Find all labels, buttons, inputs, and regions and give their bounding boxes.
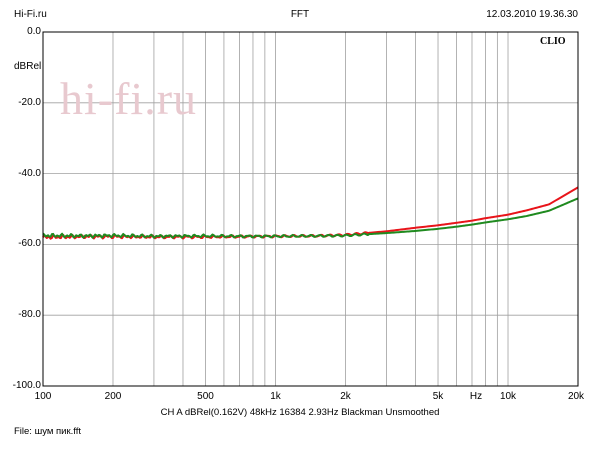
timestamp: 12.03.2010 19.36.30 — [486, 9, 578, 20]
chart-title: FFT — [290, 9, 310, 20]
plot-background — [43, 32, 578, 386]
series-line-green — [42, 197, 579, 239]
series-layer — [42, 186, 579, 240]
x-tick-label: 500 — [197, 391, 214, 402]
measurement-settings: CH A dBRel(0.162V) 48kHz 16384 2.93Hz Bl… — [160, 407, 440, 418]
y-tick-label: -40.0 — [18, 167, 41, 179]
x-axis-unit: Hz — [469, 391, 483, 402]
x-tick-label: 200 — [104, 391, 122, 402]
y-tick-label: -60.0 — [18, 238, 41, 250]
watermark-logo: hi-fi.ru — [60, 73, 198, 124]
x-tick-label: 5k — [432, 391, 444, 402]
y-tick-label: -100.0 — [12, 380, 41, 391]
x-tick-label: 100 — [34, 391, 52, 402]
site-name: Hi-Fi.ru — [14, 9, 47, 20]
x-tick-label: 1k — [270, 391, 281, 402]
y-axis-label: dBRel — [14, 61, 42, 72]
y-tick-label: 0.0 — [27, 26, 41, 37]
y-tick-label: -20.0 — [18, 96, 41, 108]
x-tick-label: 20k — [567, 391, 585, 402]
plot-frame — [42, 31, 579, 387]
x-tick-label: 2k — [340, 391, 351, 402]
y-tick-label: -80.0 — [18, 309, 41, 321]
clio-brand: CLIO — [540, 36, 566, 47]
grid-lines — [43, 32, 578, 386]
x-tick-label: 10k — [499, 391, 517, 402]
file-name: File: шум пик.fft — [14, 426, 82, 437]
